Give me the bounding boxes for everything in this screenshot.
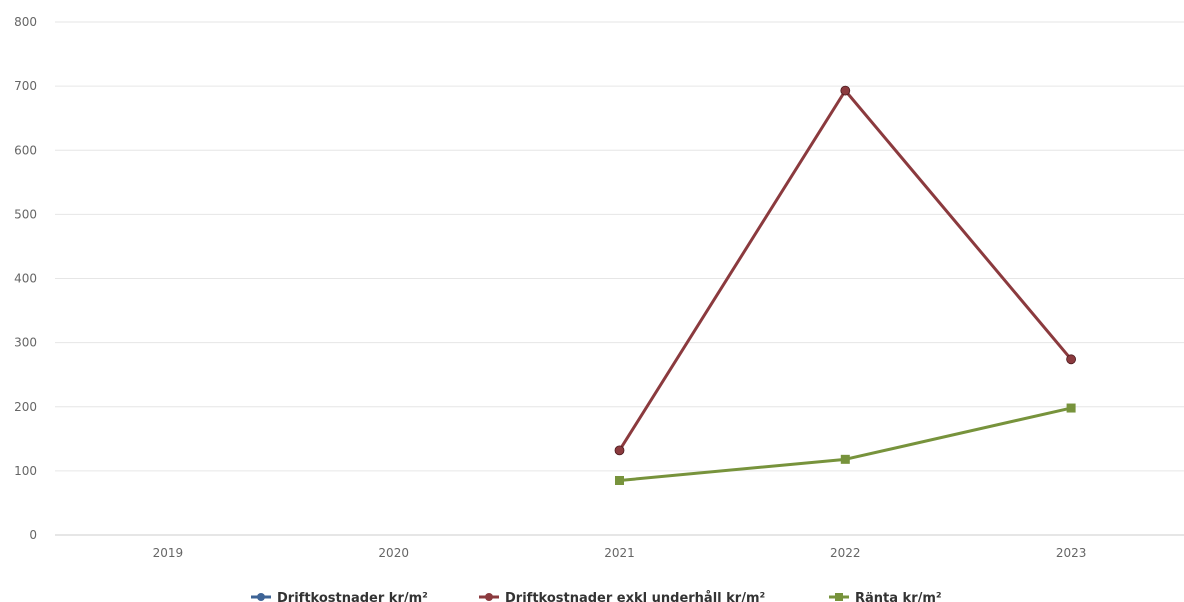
y-tick-label: 600 [14,143,37,157]
y-axis-ticks: 0 100 200 300 400 500 600 700 800 [14,15,37,542]
data-point[interactable] [1066,403,1076,413]
y-tick-label: 200 [14,400,37,414]
x-tick-label: 2022 [830,546,861,560]
data-point[interactable] [840,454,850,464]
legend-label: Driftkostnader exkl underhåll kr/m² [505,591,765,602]
legend-label: Ränta kr/m² [855,591,942,602]
y-tick-label: 300 [14,336,37,350]
x-tick-label: 2023 [1056,546,1087,560]
y-tick-label: 0 [29,528,37,542]
grid-lines [55,21,1184,536]
y-tick-label: 100 [14,464,37,478]
x-tick-label: 2021 [604,546,635,560]
x-axis-ticks: 2019 2020 2021 2022 2023 [153,546,1087,560]
x-tick-label: 2020 [378,546,409,560]
y-tick-label: 700 [14,79,37,93]
legend-label: Driftkostnader kr/m² [277,591,428,602]
data-point[interactable] [615,475,624,485]
series-1 [614,85,1076,456]
x-tick-label: 2019 [153,546,184,560]
series-line [619,406,1072,482]
y-tick-label: 400 [14,272,37,286]
data-point[interactable] [1066,354,1076,365]
data-point[interactable] [840,85,851,96]
legend-square-marker [835,593,843,601]
legend-item[interactable]: Driftkostnader kr/m² [251,591,428,602]
legend-circle-marker [257,593,265,601]
series-lines [614,85,1076,485]
legend-item[interactable]: Ränta kr/m² [829,591,942,602]
legend-circle-marker [485,593,493,601]
series-line [618,89,1073,452]
y-tick-label: 800 [14,15,37,29]
series-2 [615,403,1076,485]
legend: Driftkostnader kr/m² Driftkostnader exkl … [251,591,942,602]
y-tick-label: 500 [14,207,37,221]
legend-item[interactable]: Driftkostnader exkl underhåll kr/m² [479,591,765,602]
data-point[interactable] [614,445,625,456]
